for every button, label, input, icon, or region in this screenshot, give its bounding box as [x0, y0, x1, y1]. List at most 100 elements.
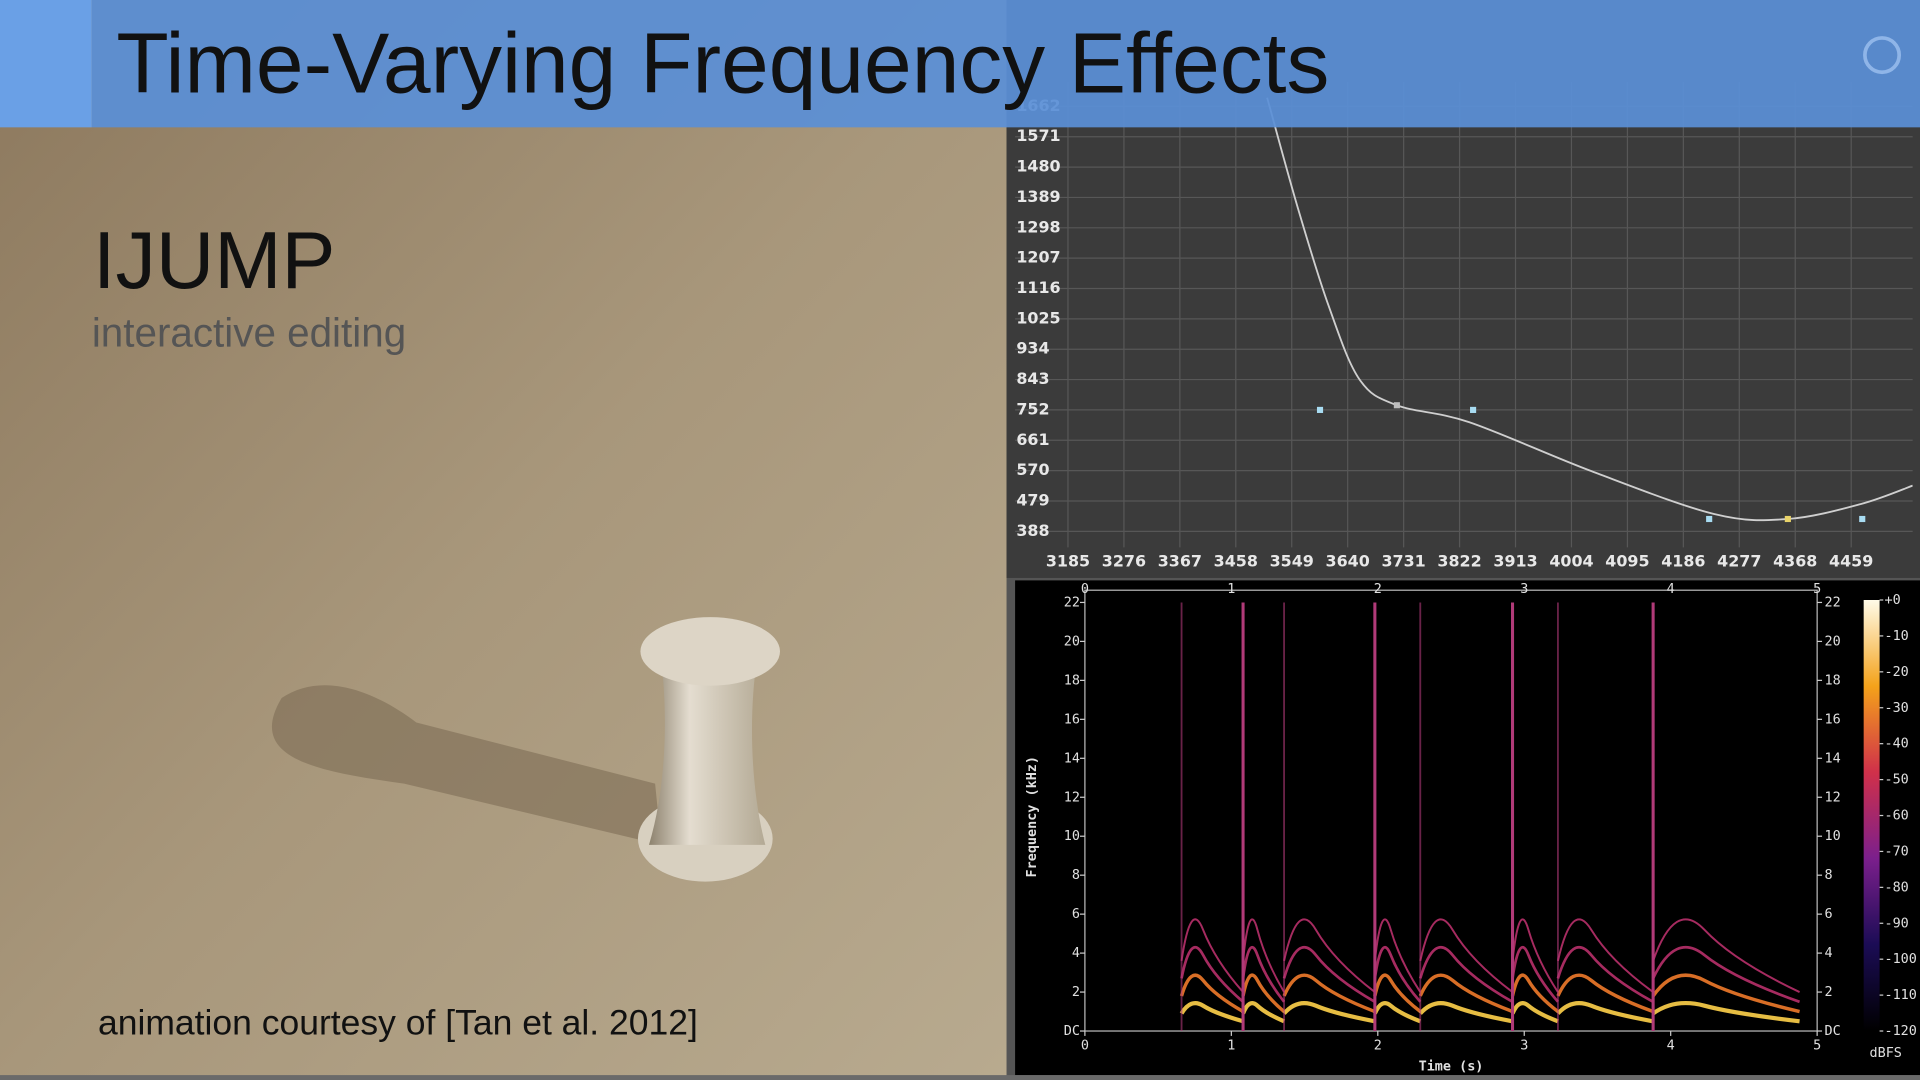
harmonic [1418, 973, 1514, 1014]
y-tick-label: 6 [1072, 907, 1080, 922]
y-tick-label: 22 [1064, 595, 1080, 610]
harmonic [1510, 1001, 1559, 1024]
colorbar-tick-label: -120 [1884, 1024, 1916, 1039]
harmonic [1651, 973, 1800, 1014]
y-tick-label: 12 [1064, 790, 1080, 805]
y-tick-label: 18 [1064, 673, 1080, 688]
x-tick-label: 4004 [1549, 552, 1593, 571]
colorbar-tick-label: -30 [1884, 701, 1908, 716]
banner-main [91, 0, 1920, 128]
harmonic [1283, 918, 1376, 993]
harmonic [1556, 1001, 1654, 1024]
y-tick-label: 14 [1824, 751, 1840, 766]
harmonic [1241, 946, 1286, 1003]
x-tick-label: 3367 [1158, 552, 1202, 571]
harmonic [1241, 973, 1286, 1013]
colorbar-tick-label: -10 [1884, 629, 1908, 644]
harmonic [1282, 945, 1376, 1003]
x-tick-label: 5 [1813, 582, 1821, 597]
y-tick-label: 2 [1072, 985, 1080, 1000]
pillar-body [648, 661, 766, 845]
x-tick-label: 0 [1081, 582, 1089, 597]
y-tick-label: 843 [1016, 369, 1049, 388]
y-tick-label: 1207 [1016, 248, 1060, 267]
y-tick-label: 12 [1824, 790, 1840, 805]
bottom-strip [0, 1075, 1920, 1080]
harmonic [1282, 1001, 1376, 1024]
handle [1316, 406, 1324, 413]
harmonic [1242, 918, 1285, 993]
y-tick-label: DC [1064, 1024, 1080, 1039]
shadow [271, 685, 662, 845]
x-tick-label: 2 [1374, 1039, 1382, 1054]
y-tick-label: DC [1824, 1024, 1840, 1039]
y-tick-label: 10 [1064, 829, 1080, 844]
harmonic [1180, 946, 1244, 1003]
background [0, 0, 1007, 1080]
colorbar-tick-label: -20 [1884, 665, 1908, 680]
colorbar-tick-label: -110 [1884, 988, 1916, 1003]
y-tick-label: 479 [1016, 490, 1049, 509]
handle [1859, 515, 1866, 523]
x-tick-label: 3 [1520, 1039, 1528, 1054]
harmonic [1556, 973, 1654, 1014]
y-tick-label: 1389 [1016, 187, 1060, 206]
y-tick-label: 570 [1016, 460, 1049, 479]
x-tick-label: 5 [1813, 1039, 1821, 1054]
colorbar-tick-label: -70 [1884, 844, 1908, 859]
keypoint [1393, 402, 1400, 409]
x-tick-label: 3731 [1381, 552, 1425, 571]
y-tick-label: 18 [1824, 673, 1840, 688]
x-tick-label: 4 [1667, 1039, 1675, 1054]
harmonic [1510, 973, 1559, 1013]
harmonic [1373, 918, 1422, 993]
harmonic [1418, 945, 1514, 1003]
x-tick-label: 4095 [1605, 552, 1649, 571]
colorbar [1863, 600, 1880, 1032]
harmonic [1651, 1001, 1800, 1024]
x-tick-label: 3913 [1493, 552, 1537, 571]
x-tick-label: 4186 [1661, 552, 1705, 571]
harmonic [1651, 945, 1801, 1004]
x-tick-label: 4459 [1829, 552, 1873, 571]
x-tick-label: 3640 [1326, 552, 1370, 571]
harmonic [1282, 973, 1376, 1014]
user-icon [1863, 36, 1902, 75]
y-tick-label: 16 [1824, 712, 1840, 727]
colorbar-tick-label: -90 [1884, 916, 1908, 931]
y-tick-label: 22 [1824, 595, 1840, 610]
x-tick-label: 3276 [1102, 552, 1146, 571]
keypoint [1784, 515, 1791, 523]
subtitle: interactive editing [92, 310, 406, 356]
y-tick-label: 4 [1824, 946, 1832, 961]
colorbar-tick-label: -80 [1884, 880, 1908, 895]
x-tick-label: 0 [1081, 1039, 1089, 1054]
harmonic [1373, 946, 1422, 1003]
x-tick-label: 3 [1520, 582, 1528, 597]
harmonic [1241, 1001, 1285, 1024]
x-axis-title: Time (s) [1419, 1059, 1484, 1075]
y-tick-label: 1480 [1016, 157, 1060, 176]
x-tick-label: 2 [1374, 582, 1382, 597]
y-tick-label: 8 [1824, 868, 1832, 883]
y-axis-title: Frequency (kHz) [1025, 756, 1040, 878]
x-tick-label: 3185 [1046, 552, 1090, 571]
y-tick-label: 752 [1016, 399, 1049, 418]
harmonic [1556, 918, 1654, 993]
harmonic [1179, 973, 1244, 1014]
y-tick-label: 20 [1824, 634, 1840, 649]
colorbar-tick-label: -40 [1884, 737, 1908, 752]
y-tick-label: 20 [1064, 634, 1080, 649]
logo: IJUMP [93, 216, 335, 306]
y-tick-label: 1571 [1016, 126, 1060, 145]
y-tick-label: 1025 [1016, 308, 1060, 327]
left-panel: IJUMP interactive editing animation cour… [0, 0, 1007, 1080]
harmonic [1556, 945, 1654, 1003]
x-tick-label: 4277 [1717, 552, 1761, 571]
x-tick-label: 3549 [1270, 552, 1314, 571]
y-tick-label: 8 [1072, 868, 1080, 883]
spectrogram-background [1015, 580, 1920, 1076]
